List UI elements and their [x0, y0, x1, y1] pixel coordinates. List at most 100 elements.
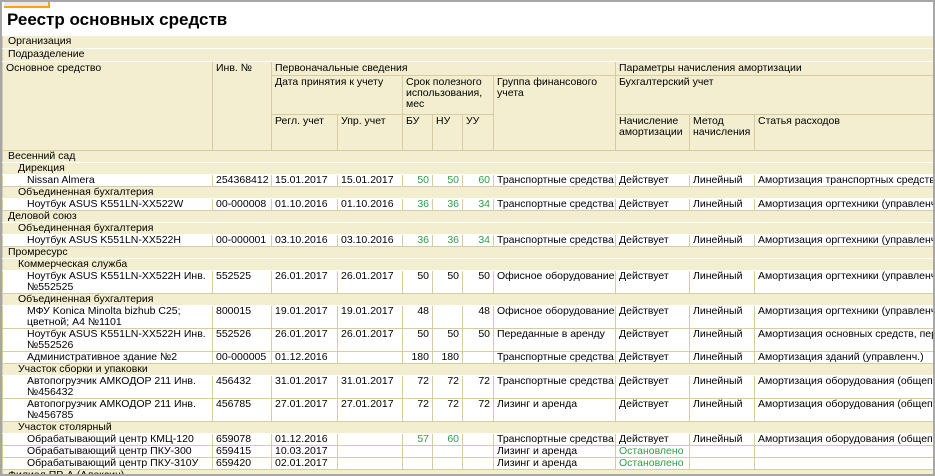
expense-cell[interactable]: Амортизация оборудования (общепроизвод.: [753, 375, 933, 399]
expense-cell[interactable]: Амортизация зданий (управленч.): [753, 351, 933, 364]
bu-cell[interactable]: [402, 445, 433, 458]
asset-name-cell[interactable]: Автопогрузчик АМКОДОР 211 Инв. №456432: [2, 375, 213, 399]
reg-date-cell[interactable]: 19.01.2017: [271, 305, 338, 329]
nu-cell[interactable]: [432, 305, 463, 329]
uu-cell[interactable]: 34: [462, 234, 494, 247]
group-row-label[interactable]: Филиал ПР-А (Алексин): [2, 469, 933, 474]
asset-name-cell[interactable]: Обрабатывающий центр ПКУ-310У: [2, 457, 213, 470]
inv-cell[interactable]: 659415: [212, 445, 272, 458]
status-cell[interactable]: Действует: [615, 305, 690, 329]
expense-cell[interactable]: Амортизация оргтехники (управленч.): [753, 270, 933, 294]
reg-date-cell[interactable]: 02.01.2017: [271, 457, 338, 470]
inv-cell[interactable]: 456785: [212, 398, 272, 422]
bu-cell[interactable]: 50: [402, 174, 433, 187]
status-cell[interactable]: Действует: [615, 198, 690, 211]
method-cell[interactable]: [689, 445, 755, 458]
uu-cell[interactable]: 72: [462, 398, 494, 422]
inv-cell[interactable]: 659078: [212, 433, 272, 446]
fin-group-cell[interactable]: Лизинг и аренда: [493, 457, 616, 470]
asset-name-cell[interactable]: Автопогрузчик АМКОДОР 211 Инв. №456785: [2, 398, 213, 422]
fin-group-cell[interactable]: Переданные в аренду: [493, 328, 616, 352]
asset-name-cell[interactable]: Ноутбук ASUS K551LN-XX522W: [2, 198, 213, 211]
upr-date-cell[interactable]: [337, 351, 403, 364]
reg-date-cell[interactable]: 26.01.2017: [271, 328, 338, 352]
inv-cell[interactable]: 00-000005: [212, 351, 272, 364]
uu-cell[interactable]: 50: [462, 270, 494, 294]
method-cell[interactable]: Линейный: [689, 305, 755, 329]
subgroup-row-label[interactable]: Объединенная бухгалтерия: [2, 186, 933, 199]
fin-group-cell[interactable]: Транспортные средства: [493, 433, 616, 446]
method-cell[interactable]: Линейный: [689, 375, 755, 399]
method-cell[interactable]: Линейный: [689, 351, 755, 364]
fin-group-cell[interactable]: Транспортные средства: [493, 198, 616, 211]
bu-cell[interactable]: 36: [402, 198, 433, 211]
expense-cell[interactable]: Амортизация оргтехники (управленч.): [753, 305, 933, 329]
uu-cell[interactable]: 34: [462, 198, 494, 211]
upr-date-cell[interactable]: 03.10.2016: [337, 234, 403, 247]
asset-name-cell[interactable]: Ноутбук ASUS K551LN-XX522H Инв. №552525: [2, 270, 213, 294]
upr-date-cell[interactable]: 26.01.2017: [337, 270, 403, 294]
nu-cell[interactable]: 50: [432, 328, 463, 352]
uu-cell[interactable]: [462, 457, 494, 470]
fin-group-cell[interactable]: Офисное оборудование: [493, 305, 616, 329]
upr-date-cell[interactable]: 27.01.2017: [337, 398, 403, 422]
inv-cell[interactable]: 254368412: [212, 174, 272, 187]
group-row-label[interactable]: Деловой союз: [2, 210, 933, 223]
status-cell[interactable]: Действует: [615, 174, 690, 187]
method-cell[interactable]: Линейный: [689, 398, 755, 422]
nu-cell[interactable]: 36: [432, 234, 463, 247]
reg-date-cell[interactable]: 01.12.2016: [271, 433, 338, 446]
subgroup-row-label[interactable]: Объединенная бухгалтерия: [2, 293, 933, 306]
status-cell[interactable]: Действует: [615, 351, 690, 364]
nu-cell[interactable]: [432, 457, 463, 470]
uu-cell[interactable]: [462, 433, 494, 446]
nu-cell[interactable]: 60: [432, 433, 463, 446]
bu-cell[interactable]: 180: [402, 351, 433, 364]
method-cell[interactable]: Линейный: [689, 433, 755, 446]
status-cell[interactable]: Остановлено: [615, 445, 690, 458]
bu-cell[interactable]: 48: [402, 305, 433, 329]
status-cell[interactable]: Остановлено: [615, 457, 690, 470]
inv-cell[interactable]: 456432: [212, 375, 272, 399]
reg-date-cell[interactable]: 31.01.2017: [271, 375, 338, 399]
method-cell[interactable]: [689, 457, 755, 470]
subgroup-row-label[interactable]: Дирекция: [2, 162, 933, 175]
method-cell[interactable]: Линейный: [689, 174, 755, 187]
nu-cell[interactable]: 36: [432, 198, 463, 211]
group-row-label[interactable]: Промресурс: [2, 246, 933, 259]
status-cell[interactable]: Действует: [615, 234, 690, 247]
subgroup-row-label[interactable]: Участок сборки и упаковки: [2, 363, 933, 376]
status-cell[interactable]: Действует: [615, 270, 690, 294]
nu-cell[interactable]: [432, 445, 463, 458]
uu-cell[interactable]: [462, 445, 494, 458]
expense-cell[interactable]: [753, 457, 933, 470]
method-cell[interactable]: Линейный: [689, 328, 755, 352]
upr-date-cell[interactable]: [337, 445, 403, 458]
upr-date-cell[interactable]: 26.01.2017: [337, 328, 403, 352]
bu-cell[interactable]: 72: [402, 398, 433, 422]
inv-cell[interactable]: 552525: [212, 270, 272, 294]
nu-cell[interactable]: 72: [432, 398, 463, 422]
method-cell[interactable]: Линейный: [689, 270, 755, 294]
fin-group-cell[interactable]: Транспортные средства: [493, 351, 616, 364]
filter-organization[interactable]: Организация: [2, 35, 933, 49]
upr-date-cell[interactable]: [337, 457, 403, 470]
bu-cell[interactable]: 57: [402, 433, 433, 446]
asset-name-cell[interactable]: Обрабатывающий центр КМЦ-120: [2, 433, 213, 446]
upr-date-cell[interactable]: 19.01.2017: [337, 305, 403, 329]
inv-cell[interactable]: 00-000001: [212, 234, 272, 247]
upr-date-cell[interactable]: [337, 433, 403, 446]
group-row-label[interactable]: Весенний сад: [2, 150, 933, 163]
reg-date-cell[interactable]: 01.10.2016: [271, 198, 338, 211]
uu-cell[interactable]: 60: [462, 174, 494, 187]
nu-cell[interactable]: 50: [432, 174, 463, 187]
inv-cell[interactable]: 552526: [212, 328, 272, 352]
bu-cell[interactable]: 36: [402, 234, 433, 247]
uu-cell[interactable]: 48: [462, 305, 494, 329]
nu-cell[interactable]: 180: [432, 351, 463, 364]
inv-cell[interactable]: 00-000008: [212, 198, 272, 211]
expense-cell[interactable]: Амортизация оргтехники (управленч.): [753, 234, 933, 247]
fin-group-cell[interactable]: Лизинг и аренда: [493, 445, 616, 458]
bu-cell[interactable]: [402, 457, 433, 470]
uu-cell[interactable]: 50: [462, 328, 494, 352]
